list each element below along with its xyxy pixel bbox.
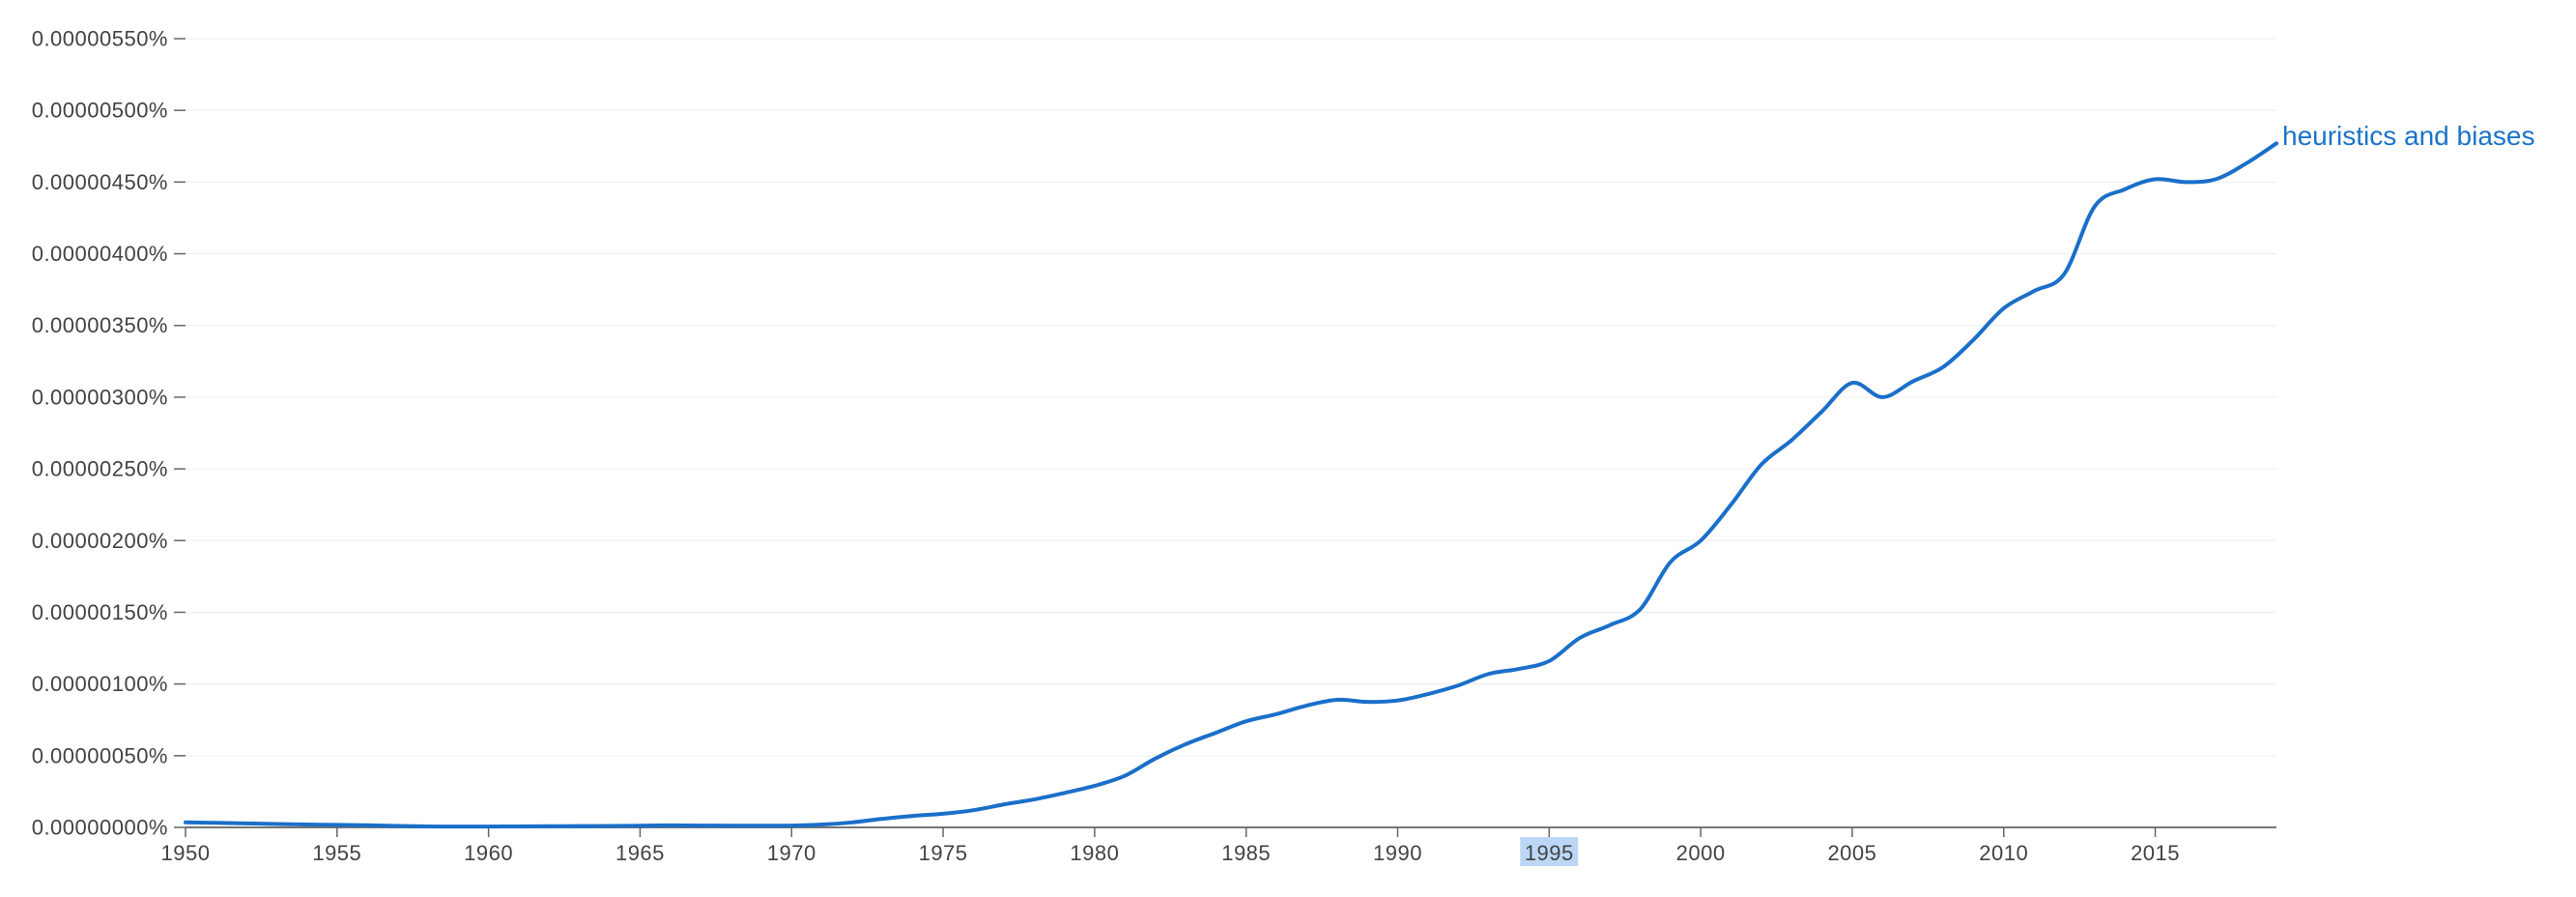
- y-tick-label: 0.00000250%: [32, 457, 168, 481]
- y-tick-label: 0.00000150%: [32, 600, 168, 624]
- y-tick-label: 0.00000200%: [32, 529, 168, 553]
- x-tick-label: 1975: [919, 841, 968, 865]
- x-tick-label: 2015: [2131, 841, 2180, 865]
- x-tick-label: 1970: [767, 841, 816, 865]
- x-tick-label: 1990: [1373, 841, 1422, 865]
- x-tick-label: 2010: [1979, 841, 2028, 865]
- series-line-heuristics-and-biases[interactable]: [184, 141, 2278, 829]
- x-tick-label: 1965: [615, 841, 665, 865]
- grid-lines: [186, 38, 2276, 757]
- y-tick-label: 0.00000300%: [32, 385, 168, 409]
- y-tick-label: 0.00000000%: [32, 816, 168, 840]
- series-label[interactable]: heuristics and biases: [2282, 121, 2534, 151]
- series-layer: heuristics and biases: [184, 121, 2534, 829]
- x-tick-label: 1955: [312, 841, 361, 865]
- y-tick-label: 0.00000100%: [32, 672, 168, 696]
- x-tick-label: 2000: [1676, 841, 1726, 865]
- y-tick-label: 0.00000050%: [32, 743, 168, 767]
- x-tick-label: 1980: [1070, 841, 1119, 865]
- x-tick-label: 1950: [161, 841, 211, 865]
- y-axis: 0.00000550% 0.00000500% 0.00000450% 0.00000…: [32, 27, 186, 840]
- y-tick-label: 0.00000500%: [32, 99, 168, 123]
- x-tick-label: 1995: [1525, 841, 1574, 865]
- y-tick-label: 0.00000350%: [32, 313, 168, 337]
- x-tick-label: 1985: [1221, 841, 1271, 865]
- y-tick-label: 0.00000550%: [32, 27, 168, 51]
- y-tick-label: 0.00000450%: [32, 170, 168, 194]
- x-tick-highlight: [1520, 837, 1579, 866]
- x-axis: 1950 1955 1960 1965 1970 1975 1980 1985 1990 1995…: [161, 826, 2276, 866]
- x-tick-label: 1960: [464, 841, 513, 865]
- x-tick-label: 2005: [1827, 841, 1876, 865]
- y-tick-label: 0.00000400%: [32, 242, 168, 266]
